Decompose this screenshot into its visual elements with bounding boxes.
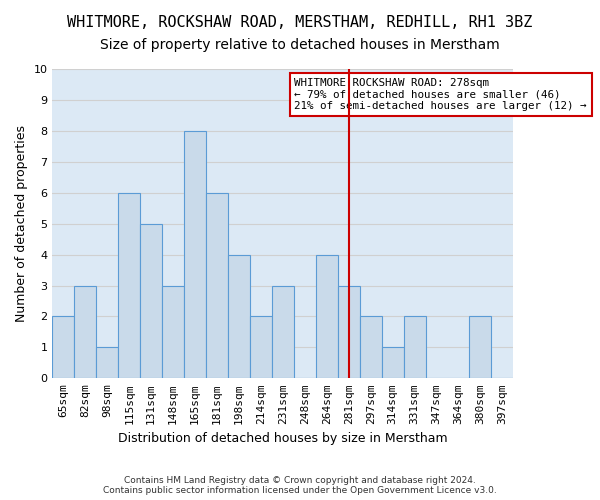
Bar (272, 286, 294, 378)
Bar (140, 224, 162, 378)
Bar (118, 192, 140, 378)
Bar (184, 131, 206, 378)
Bar (162, 286, 184, 378)
Text: WHITMORE ROCKSHAW ROAD: 278sqm
← 79% of detached houses are smaller (46)
21% of : WHITMORE ROCKSHAW ROAD: 278sqm ← 79% of … (295, 78, 587, 112)
Bar (382, 348, 404, 378)
Bar (316, 254, 338, 378)
Bar (469, 316, 491, 378)
Bar (404, 316, 425, 378)
Y-axis label: Number of detached properties: Number of detached properties (15, 125, 28, 322)
Text: Contains HM Land Registry data © Crown copyright and database right 2024.
Contai: Contains HM Land Registry data © Crown c… (103, 476, 497, 495)
Bar (74, 286, 97, 378)
Bar (206, 192, 228, 378)
Text: WHITMORE, ROCKSHAW ROAD, MERSTHAM, REDHILL, RH1 3BZ: WHITMORE, ROCKSHAW ROAD, MERSTHAM, REDHI… (67, 15, 533, 30)
Bar (228, 254, 250, 378)
X-axis label: Distribution of detached houses by size in Merstham: Distribution of detached houses by size … (118, 432, 448, 445)
Text: Size of property relative to detached houses in Merstham: Size of property relative to detached ho… (100, 38, 500, 52)
Bar (52, 316, 74, 378)
Bar (338, 286, 360, 378)
Bar (97, 348, 118, 378)
Bar (360, 316, 382, 378)
Bar (250, 316, 272, 378)
